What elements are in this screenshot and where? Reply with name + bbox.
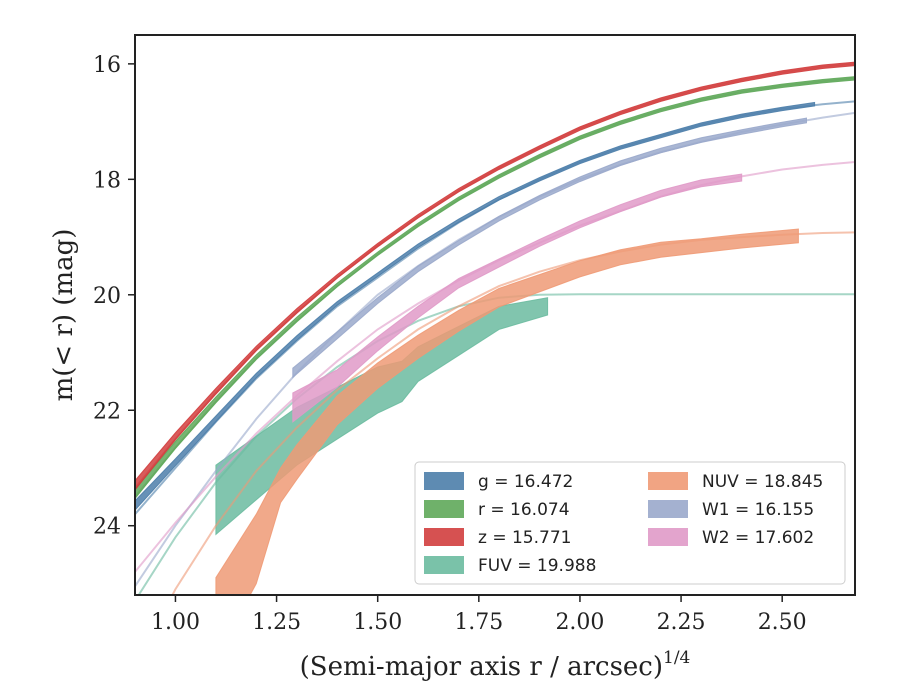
- x-tick-label: 1.50: [353, 610, 402, 635]
- y-tick-label: 20: [93, 284, 121, 309]
- x-tick-label: 1.75: [454, 610, 503, 635]
- series-z-fit-line: [135, 62, 855, 489]
- x-tick-label: 2.00: [555, 610, 604, 635]
- y-axis-label: m(< r) (mag): [49, 229, 79, 402]
- legend-label-g: g = 16.472: [478, 472, 573, 492]
- series-g-band: [135, 101, 816, 511]
- legend-swatch-w2: [648, 528, 688, 546]
- series-nuv: [171, 228, 855, 595]
- legend-swatch-r: [424, 500, 464, 518]
- y-tick-label: 22: [93, 399, 121, 424]
- ticks-layer: 1.00 1.25 1.50 1.75 2.00 2.25 2.50 16 18 20 22 24: [93, 53, 807, 635]
- x-axis-label: (Semi-major axis r / arcsec)1/4: [300, 648, 691, 682]
- x-tick-label: 2.25: [657, 610, 706, 635]
- legend-label-w2: W2 = 17.602: [702, 528, 814, 548]
- legend-frame: [414, 461, 846, 585]
- series-w2: [135, 161, 855, 573]
- series-r: [135, 76, 855, 500]
- legend-swatch-z: [424, 528, 464, 546]
- series-g: [135, 100, 855, 515]
- series-z: [135, 61, 855, 491]
- series-z-band: [135, 61, 855, 491]
- series-w1: [135, 111, 855, 587]
- y-tick-label: 16: [93, 53, 121, 78]
- x-tick-label: 1.00: [151, 610, 200, 635]
- series-layer: [135, 61, 855, 595]
- series-w2-band: [292, 173, 743, 423]
- x-tick-label: 2.50: [758, 610, 807, 635]
- x-tick-label: 1.25: [252, 610, 301, 635]
- y-tick-label: 18: [93, 168, 121, 193]
- plot-frame: [134, 34, 856, 596]
- y-tick-label: 24: [93, 515, 121, 540]
- legend-swatch-nuv: [648, 472, 688, 490]
- series-w1-band: [292, 117, 807, 379]
- legend-label-r: r = 16.074: [478, 500, 570, 520]
- legend-label-w1: W1 = 16.155: [702, 500, 814, 520]
- legend-swatch-g: [424, 472, 464, 490]
- legend-swatch-fuv: [424, 556, 464, 574]
- series-nuv-band: [215, 228, 799, 595]
- x-axis-label-main: (Semi-major axis r / arcsec): [300, 652, 663, 682]
- legend-swatch-w1: [648, 500, 688, 518]
- x-axis-label-superscript: 1/4: [663, 648, 690, 668]
- legend: g = 16.472 r = 16.074 z = 15.771 FUV = 19.9…: [414, 461, 846, 585]
- legend-label-nuv: NUV = 18.845: [702, 472, 823, 492]
- legend-label-fuv: FUV = 19.988: [478, 556, 596, 576]
- series-r-band: [135, 76, 855, 500]
- legend-label-z: z = 15.771: [478, 528, 571, 548]
